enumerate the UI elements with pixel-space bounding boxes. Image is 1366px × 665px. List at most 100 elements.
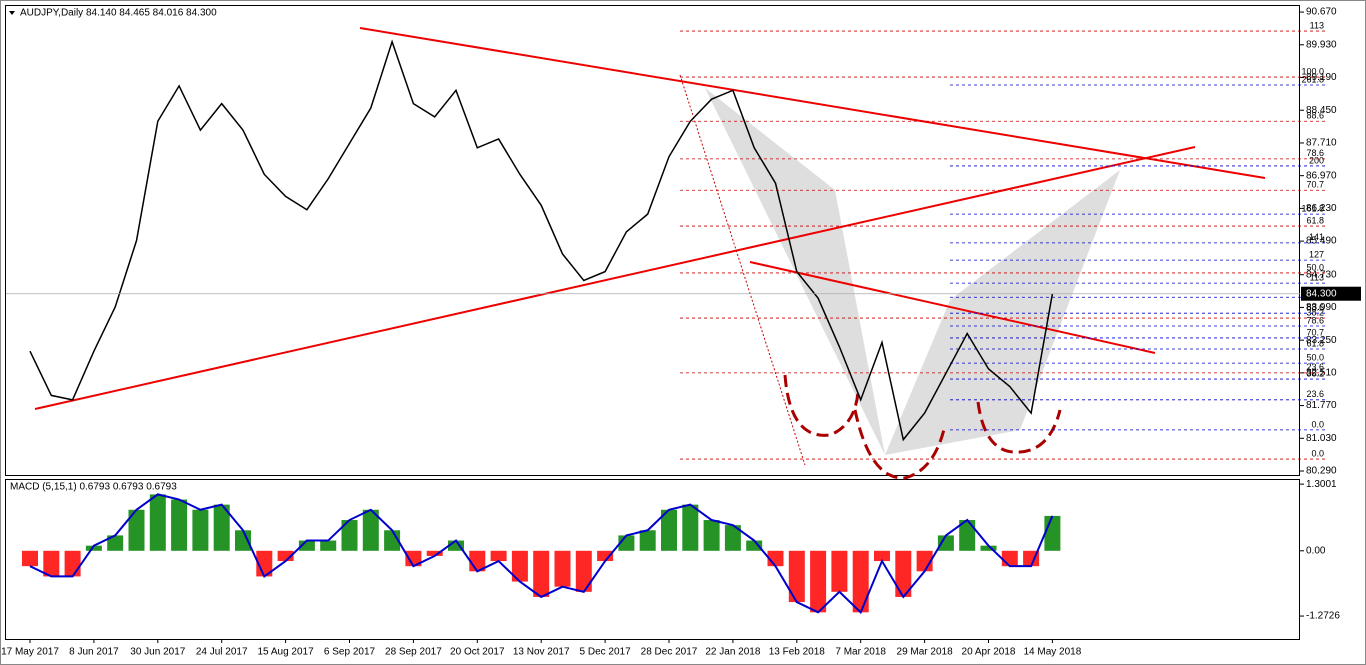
macd-bar — [298, 540, 315, 551]
macd-bar — [1044, 515, 1061, 551]
y-tick-label: 81.770 — [1306, 400, 1337, 411]
fib-label: 100.0 — [1301, 66, 1324, 76]
fib-label: 113 — [1310, 20, 1324, 30]
macd-bar — [810, 550, 827, 613]
chart-title: AUDJPY,Daily 84.140 84.465 84.016 84.300 — [20, 8, 217, 19]
fib-label: 70.7 — [1306, 327, 1324, 337]
y-tick-label: 80.290 — [1306, 466, 1337, 477]
fib-label: 50.0 — [1306, 353, 1324, 363]
macd-bar — [511, 550, 528, 582]
macd-bar — [426, 550, 443, 556]
fib-label: 70.7 — [1306, 180, 1324, 190]
fib-label: 78.6 — [1306, 315, 1324, 325]
fib-label: 50.0 — [1306, 262, 1324, 272]
y-tick-label: 84.730 — [1306, 269, 1337, 280]
macd-bar — [661, 509, 677, 551]
y-tick-label: 87.710 — [1306, 138, 1337, 149]
fib-label: 61.8 — [1306, 338, 1324, 348]
x-tick-label: 7 Mar 2018 — [835, 647, 886, 658]
price-line — [29, 39, 1054, 442]
x-tick-label: 13 Nov 2017 — [513, 647, 570, 658]
macd-bar — [192, 509, 209, 551]
fib-label: 200 — [1309, 155, 1324, 165]
x-tick-label: 17 May 2017 — [1, 647, 59, 658]
pattern-shape — [885, 170, 1120, 455]
fib-anchor — [679, 74, 806, 466]
fib-label: 0.0 — [1311, 419, 1324, 429]
macd-bar — [43, 550, 60, 577]
y-tick-label: 88.450 — [1306, 105, 1337, 116]
macd-bar — [107, 535, 124, 551]
fib-label: 88.6 — [1306, 111, 1324, 121]
macd-bar — [831, 550, 848, 592]
head-arc — [853, 409, 947, 480]
y-tick-label: 83.250 — [1306, 335, 1337, 346]
x-tick-label: 20 Oct 2017 — [450, 647, 505, 658]
macd-bar — [937, 535, 954, 551]
macd-bar — [724, 525, 741, 551]
macd-bar — [85, 545, 102, 551]
macd-bar — [682, 504, 699, 551]
y-tick-label: 83.990 — [1306, 302, 1337, 313]
macd-bar — [575, 550, 592, 592]
macd-bar — [362, 509, 379, 551]
x-tick-label: 5 Dec 2017 — [580, 647, 632, 658]
macd-bar — [490, 550, 507, 562]
macd-bar — [639, 530, 656, 551]
y-tick-label: 85.490 — [1306, 236, 1337, 247]
macd-bar — [235, 530, 251, 551]
menu-arrow[interactable] — [9, 11, 15, 15]
fib-label: 88.6 — [1306, 303, 1324, 313]
x-tick-label: 13 Feb 2018 — [769, 647, 826, 658]
x-tick-label: 15 Aug 2017 — [258, 647, 315, 658]
shoulder-arc — [783, 374, 860, 437]
fib-label: 78.6 — [1306, 148, 1324, 158]
x-tick-label: 20 Apr 2018 — [962, 647, 1016, 658]
x-tick-label: 29 Mar 2018 — [897, 647, 954, 658]
macd-title: MACD (5,15,1) 0.6793 0.6793 0.6793 — [10, 482, 177, 493]
macd-bar — [405, 550, 422, 567]
fib-label: 141 — [1309, 232, 1324, 242]
x-tick-label: 24 Jul 2017 — [196, 647, 248, 658]
fib-label: 23.6 — [1306, 389, 1324, 399]
x-tick-label: 28 Sep 2017 — [385, 647, 442, 658]
macd-panel — [5, 479, 1300, 640]
macd-bar — [746, 540, 763, 551]
macd-bar — [874, 550, 890, 562]
price-panel — [5, 5, 1300, 476]
macd-bar — [554, 550, 571, 587]
macd-bar — [597, 550, 614, 562]
y-tick-label: 89.190 — [1306, 72, 1337, 83]
macd-bar — [320, 540, 337, 551]
fib-label: 113 — [1310, 272, 1324, 282]
macd-bar — [128, 509, 145, 551]
macd-line — [29, 493, 1054, 615]
current-price-label: 84.300 — [1306, 288, 1337, 299]
fib-label: 23.6 — [1306, 362, 1324, 372]
macd-bar — [64, 550, 81, 577]
macd-bar — [980, 545, 997, 551]
fib-label: 61.8 — [1306, 215, 1324, 225]
macd-bar — [171, 499, 188, 551]
fib-label: 38.2 — [1306, 307, 1324, 317]
macd-bar — [341, 520, 358, 551]
macd-bar — [1001, 550, 1018, 567]
y-tick-label: 1.3001 — [1306, 479, 1337, 490]
y-tick-label: 90.670 — [1306, 7, 1337, 18]
x-tick-label: 8 Jun 2017 — [69, 647, 119, 658]
macd-bar — [788, 550, 805, 603]
y-tick-label: 89.930 — [1306, 39, 1337, 50]
trendline — [34, 146, 1196, 410]
x-tick-label: 30 Jun 2017 — [130, 647, 185, 658]
x-tick-label: 6 Sep 2017 — [324, 647, 376, 658]
y-tick-label: 86.970 — [1306, 170, 1337, 181]
macd-bar — [22, 550, 38, 567]
macd-bar — [852, 550, 869, 613]
x-tick-label: 22 Jan 2018 — [705, 647, 760, 658]
y-tick-label: 0.00 — [1306, 545, 1326, 556]
neckline — [749, 261, 1156, 354]
macd-bar — [149, 494, 166, 551]
